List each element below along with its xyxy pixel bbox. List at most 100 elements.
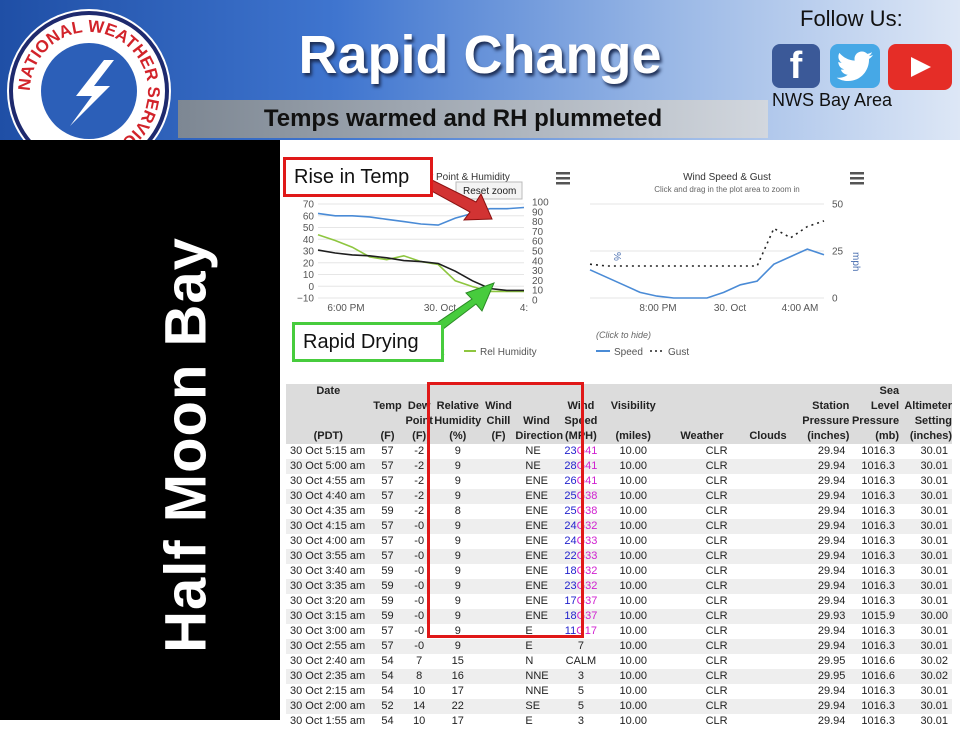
cell-vis: 10.00: [619, 655, 647, 667]
cell-wind: 23G32: [557, 579, 605, 594]
reset-zoom-label: Reset zoom: [463, 186, 516, 197]
cell-date: 30 Oct 3:35 am: [286, 579, 371, 594]
twitter-icon[interactable]: [830, 44, 880, 88]
reset-zoom-button[interactable]: [455, 181, 523, 200]
table-row: 30 Oct 4:00 am 57 -0 9 ENE 24G33 10.00 CLR 29.94…: [286, 534, 952, 549]
cell-sta: 29.94: [794, 699, 850, 714]
cell-clouds: [741, 699, 795, 714]
x-tick-label: 30. Oct: [714, 303, 746, 314]
cell-chill: [482, 474, 516, 489]
facebook-icon[interactable]: f: [772, 44, 820, 88]
cell-wx: CLR: [662, 549, 742, 564]
cell-temp: 57: [370, 519, 405, 534]
right-tick-label: 80: [532, 217, 544, 228]
legend-gust[interactable]: Gust: [668, 347, 689, 358]
cell-wx: CLR: [705, 595, 728, 607]
cell-slp: 1016.3: [861, 565, 896, 577]
cell-wx: CLR: [705, 625, 728, 637]
nws-logo: NATIONAL WEATHER SERVICE ★ ★: [7, 9, 171, 173]
cell-dew: -0: [414, 595, 425, 607]
hamburger-icon[interactable]: [556, 172, 570, 185]
cell-wind: 25G38: [558, 504, 605, 519]
cell-dir: ENE: [525, 565, 548, 577]
cell-date: 30 Oct 4:00 am: [290, 535, 366, 547]
header-line: Date: [316, 385, 341, 397]
cell-dew: 8: [404, 669, 434, 684]
cell-alt: 30.01: [920, 535, 948, 547]
cell-date: 30 Oct 3:20 am: [290, 595, 366, 607]
cell-sta: 29.94: [817, 445, 846, 457]
wind-chart[interactable]: Wind Speed & Gust Click and drag in the …: [580, 150, 870, 368]
header-line: (PDT): [313, 430, 343, 442]
cell-sta: 29.95: [817, 655, 846, 667]
table-row: 30 Oct 3:15 am 59 -0 9 ENE 18G37 10.00 CLR 29.93…: [286, 609, 952, 624]
youtube-icon[interactable]: [888, 44, 952, 90]
cell-alt: 30.00: [899, 609, 952, 624]
cell-wx: CLR: [705, 565, 728, 577]
cell-dew: 7: [416, 655, 423, 667]
cell-date: 30 Oct 5:00 am: [286, 459, 371, 474]
series-line-2[interactable]: [317, 206, 525, 226]
cell-slp: 1016.3: [849, 579, 900, 594]
header-line: Wind: [523, 415, 550, 427]
wind-speed: CALM: [565, 655, 597, 667]
cell-alt: 30.01: [920, 595, 948, 607]
wind-gust: G38: [576, 490, 598, 502]
cell-wx: CLR: [662, 669, 742, 684]
cell-sta: 29.94: [817, 595, 846, 607]
cell-sta: 29.94: [794, 579, 850, 594]
cell-date: 30 Oct 2:00 am: [286, 699, 371, 714]
right-tick-label: 0: [832, 294, 838, 305]
wind-gust: G33: [576, 535, 598, 547]
chart-title: w Point & Humidity: [425, 172, 510, 183]
wind-speed: 25: [564, 490, 577, 502]
cell-temp: 54: [370, 669, 405, 684]
cell-wx: CLR: [705, 715, 728, 727]
cell-rh: 9: [433, 639, 482, 654]
series-line-speed[interactable]: [589, 248, 825, 299]
cell-dew: 10: [413, 685, 426, 697]
header-line: Clouds: [749, 430, 787, 442]
cell-vis: 10.00: [604, 459, 663, 474]
x-tick-label: 6:00 PM: [327, 303, 364, 314]
cell-temp: 59: [370, 579, 405, 594]
cell-dew: 10: [413, 715, 426, 727]
cell-dew: -0: [404, 609, 434, 624]
x-tick-label: 4:00 AM: [782, 303, 819, 314]
cell-sta: 29.94: [817, 715, 846, 727]
column-header: Visibility (miles): [604, 384, 663, 444]
right-tick-label: 100: [532, 198, 549, 209]
cell-slp: 1016.3: [861, 475, 896, 487]
cell-chill: [482, 564, 516, 579]
hamburger-icon[interactable]: [850, 172, 864, 185]
cell-dir: NNE: [515, 669, 558, 684]
left-tick-label: 50: [303, 223, 315, 234]
humidity-chart[interactable]: w Point & Humidity tal Reset zoom 706050…: [286, 150, 576, 368]
cell-dir: ENE: [515, 609, 558, 624]
cell-rh: 9: [454, 565, 461, 577]
y-right-label: mph: [850, 252, 861, 271]
cell-slp: 1016.3: [861, 685, 896, 697]
cell-wx: CLR: [662, 609, 742, 624]
wind-speed: 26: [564, 475, 577, 487]
cell-clouds: [741, 579, 795, 594]
subtitle-banner: [178, 100, 768, 138]
cell-vis: 10.00: [604, 639, 663, 654]
cell-dir: ENE: [525, 535, 548, 547]
legend-rh[interactable]: Rel Humidity: [480, 347, 537, 358]
wind-speed: 7: [577, 640, 584, 652]
cell-wx: CLR: [662, 639, 742, 654]
cell-temp: 59: [381, 565, 394, 577]
cell-date: 30 Oct 2:40 am: [290, 655, 366, 667]
legend-speed[interactable]: Speed: [614, 347, 643, 358]
table-row: 30 Oct 2:00 am 52 14 22 SE 5 10.00 CLR 29.94 1016…: [286, 699, 952, 714]
header-line: (F): [491, 430, 506, 442]
cell-sta: 29.94: [817, 565, 846, 577]
cell-date: 30 Oct 3:00 am: [290, 625, 366, 637]
table-row: 30 Oct 5:00 am 57 -2 9 NE 28G41 10.00 CLR 29.94 1…: [286, 459, 952, 474]
cell-rh: 15: [451, 655, 464, 667]
cell-dew: -2: [404, 459, 434, 474]
cell-dew: 14: [404, 699, 434, 714]
table-row: 30 Oct 2:15 am 54 10 17 NNE 5 10.00 CLR 29.94 101…: [286, 684, 952, 699]
left-tick-label: 20: [303, 258, 315, 269]
